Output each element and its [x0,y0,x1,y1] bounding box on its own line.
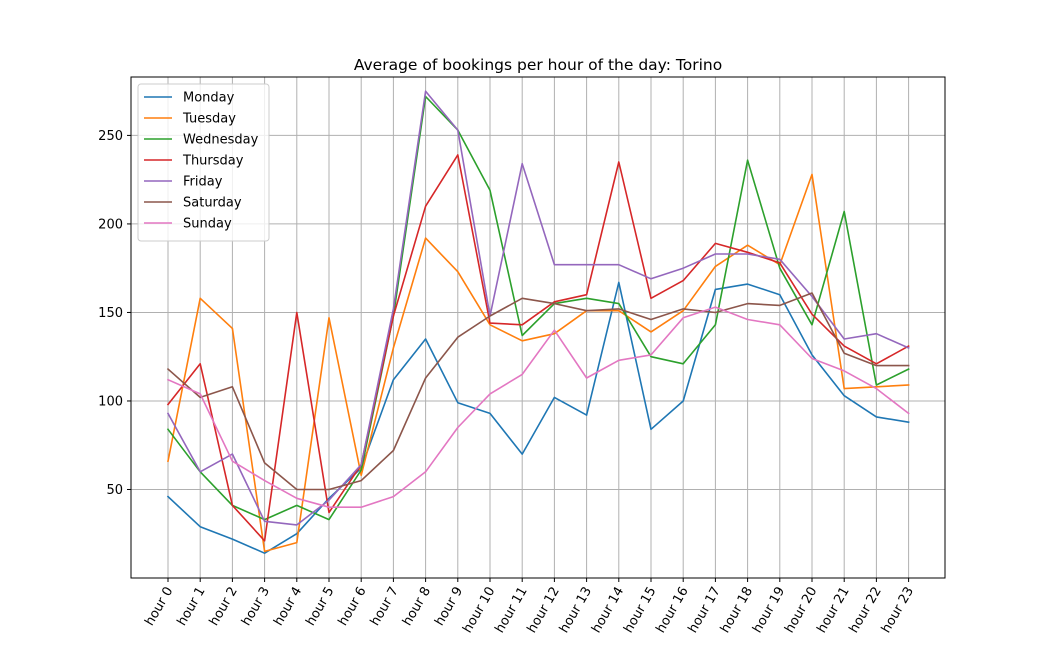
series-line-sunday [166,306,910,509]
y-tick-label: 150 [98,306,123,321]
chart-title: Average of bookings per hour of the day:… [354,56,722,74]
series-line-tuesday [167,173,910,553]
plot-frame [130,76,946,579]
y-tick-label: 100 [98,394,123,409]
legend-label-wednesday: Wednesday [183,133,259,148]
series-line-monday [166,281,910,555]
series-lines [166,90,910,555]
series-line-saturday [166,292,910,491]
legend-label-monday: Monday [183,91,235,106]
legend-label-saturday: Saturday [183,196,242,211]
series-line-wednesday [166,95,910,521]
y-tick-label: 250 [98,129,123,144]
legend-label-friday: Friday [183,175,223,190]
legend-label-thursday: Thursday [182,154,244,169]
legend-label-sunday: Sunday [183,217,232,232]
y-tick-label: 50 [106,483,123,498]
legend-label-tuesday: Tuesday [182,112,236,127]
legend: Monday Tuesday Wednesday Thursday Friday Satu… [137,83,270,242]
series-line-friday [166,90,910,526]
y-tick-label: 200 [98,217,123,232]
series-line-thursday [166,154,910,542]
